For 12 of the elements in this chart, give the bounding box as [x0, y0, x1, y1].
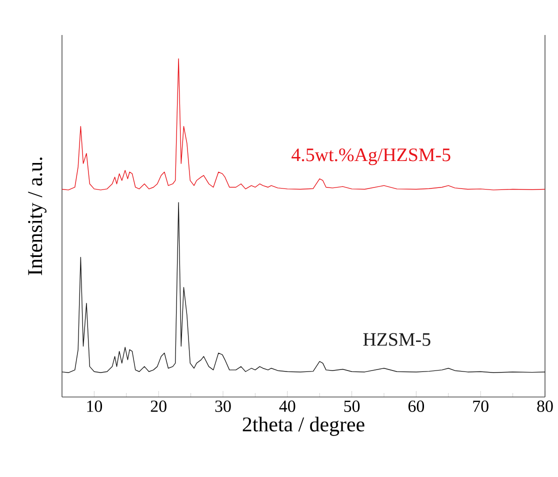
x-tick-label: 70: [473, 400, 488, 412]
series-label: 4.5wt.%Ag/HZSM-5: [292, 148, 450, 166]
x-tick-label: 40: [279, 400, 296, 412]
x-tick-label: 50: [344, 400, 360, 412]
x-tick-label: 80: [537, 400, 553, 412]
x-tick-label: 10: [87, 400, 102, 412]
x-axis-title: 2theta / degree: [242, 416, 364, 436]
series-label: HZSM-5: [363, 333, 430, 346]
x-tick-label: 60: [408, 400, 424, 412]
y-axis-title: Intensity / a.u.: [28, 158, 46, 276]
x-tick-label: 20: [150, 400, 166, 412]
x-tick-label: 30: [215, 400, 231, 412]
